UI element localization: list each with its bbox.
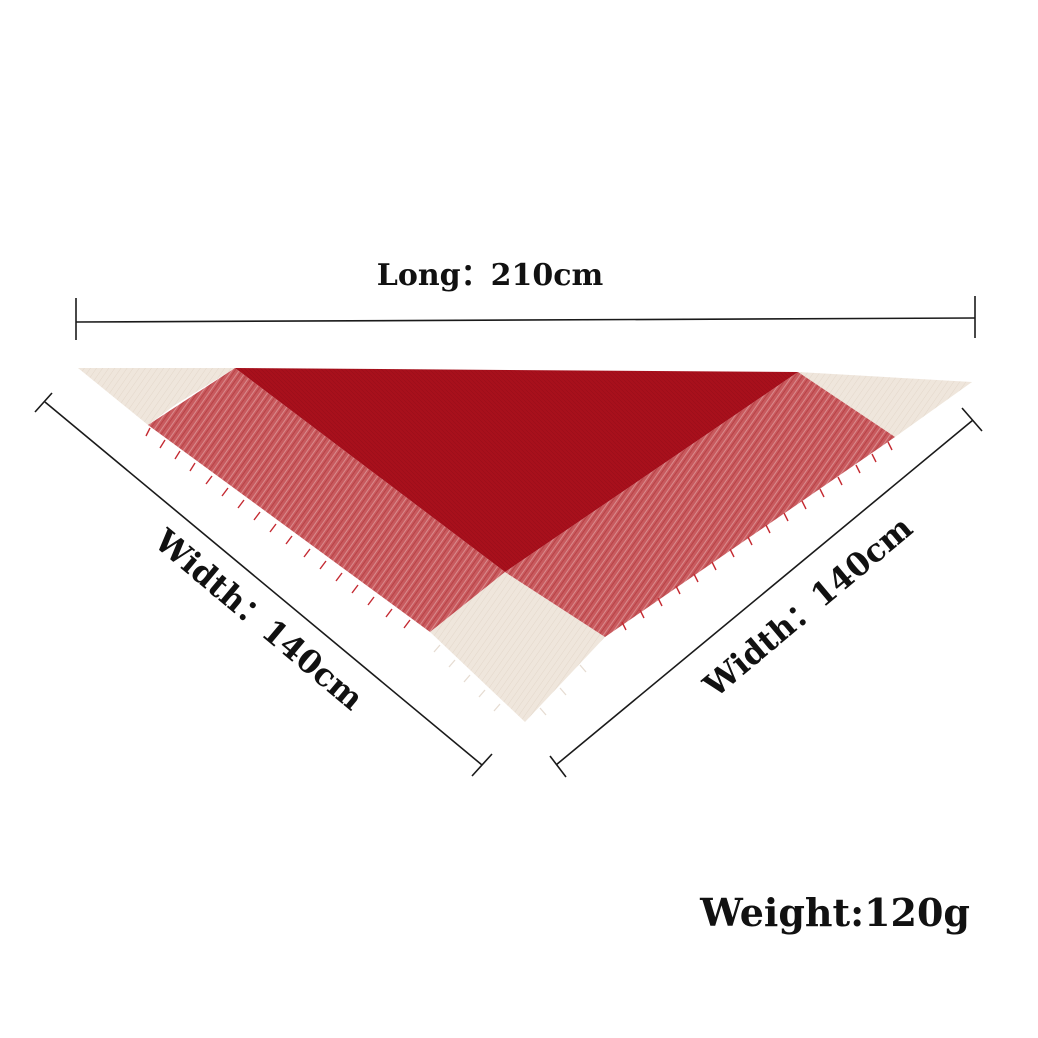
scarf-fringe-right [621, 441, 893, 631]
scarf-fringe-left [145, 427, 411, 629]
scarf-illustration [78, 368, 972, 722]
scarf-center [235, 368, 798, 572]
weight-label: Weight:120g [699, 890, 970, 935]
width-left-dimension-line [34, 392, 493, 777]
scarf-corner-left [78, 368, 235, 425]
width-right-dimension-line [549, 407, 983, 778]
scarf-fringe-tip [433, 644, 587, 716]
scarf-corner-bottom [430, 572, 605, 722]
long-dimension-line [75, 296, 976, 340]
long-label: Long：210cm [377, 258, 604, 293]
scarf-band-left [148, 368, 505, 632]
scarf-band-right [505, 372, 895, 637]
scarf-corner-right [798, 372, 972, 437]
